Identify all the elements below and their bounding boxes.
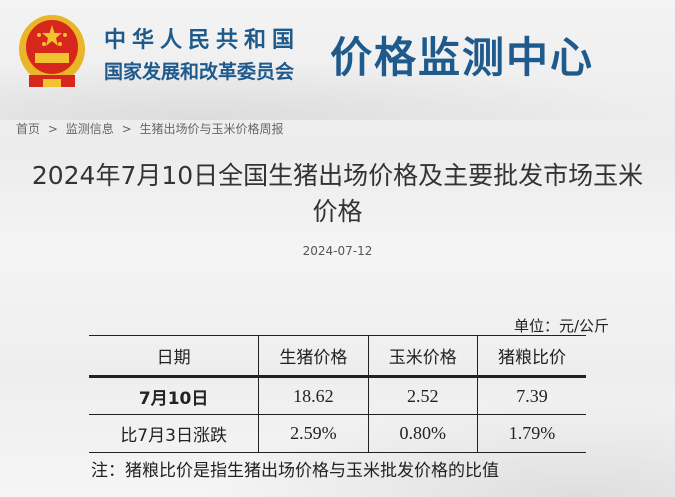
cell-date: 7月10日: [138, 388, 209, 409]
cell-ratio: 7.39: [476, 376, 586, 415]
article-title: 2024年7月10日全国生猪出场价格及主要批发市场玉米价格: [31, 161, 644, 226]
table-note: 注：猪粮比价是指生猪出场价格与玉米批发价格的比值: [91, 461, 499, 481]
breadcrumb-monitoring[interactable]: 监测信息: [65, 122, 114, 136]
cell-ratio-change: 1.79%: [476, 414, 586, 453]
breadcrumb: 首页 > 监测信息 > 生猪出场价与玉米价格周报: [16, 120, 287, 137]
breadcrumb-home[interactable]: 首页: [16, 122, 41, 136]
table-row: 比7月3日涨跌 2.59% 0.80% 1.79%: [89, 414, 586, 453]
background-decoration: [0, 60, 675, 120]
price-table: 日期 生猪价格 玉米价格 猪粮比价 7月10日 18.62 2.52 7.39 …: [89, 335, 586, 453]
national-emblem-icon: [19, 15, 85, 87]
site-title[interactable]: 价格监测中心: [330, 33, 595, 82]
breadcrumb-separator: >: [121, 122, 132, 136]
cell-hog-change: 2.59%: [258, 414, 369, 453]
org-name-line2: 国家发展和改革委员会: [104, 61, 295, 83]
cell-corn-price: 2.52: [367, 376, 478, 415]
header-hog-price: 生猪价格: [258, 335, 369, 377]
header-corn-price: 玉米价格: [367, 335, 478, 377]
table-row: 7月10日 18.62 2.52 7.39: [89, 376, 586, 415]
cell-corn-change: 0.80%: [367, 414, 478, 453]
header-hog-grain-ratio: 猪粮比价: [476, 335, 586, 377]
table-header-row: 日期 生猪价格 玉米价格 猪粮比价: [89, 335, 586, 377]
cell-change-label: 比7月3日涨跌: [120, 426, 227, 446]
org-name-line1: 中华人民共和国: [104, 28, 301, 53]
unit-label: 单位：元/公斤: [514, 317, 610, 335]
breadcrumb-separator: >: [47, 122, 58, 136]
article-date: 2024-07-12: [302, 244, 373, 258]
cell-hog-price: 18.62: [258, 376, 369, 415]
header-date: 日期: [156, 348, 191, 368]
breadcrumb-weekly-report[interactable]: 生猪出场价与玉米价格周报: [139, 122, 284, 136]
